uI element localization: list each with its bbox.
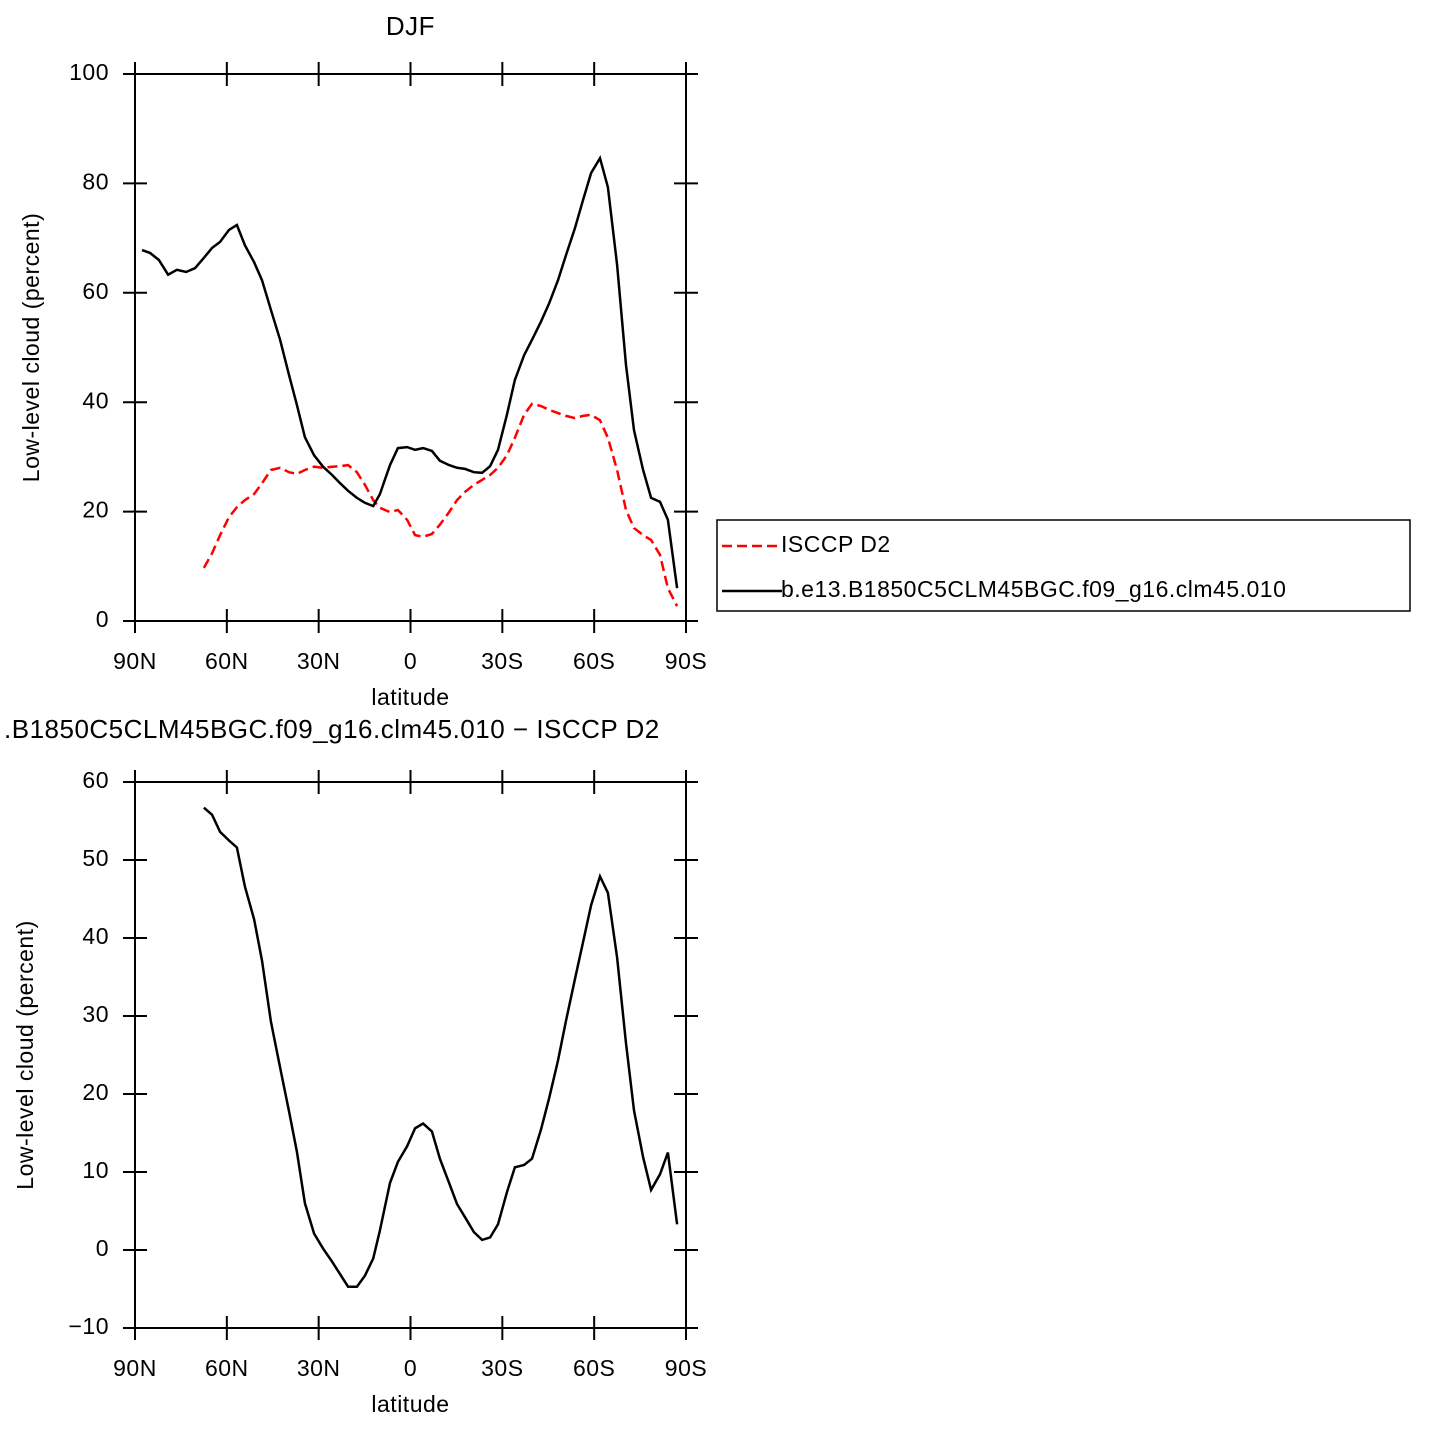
x-axis-label: latitude: [371, 1391, 449, 1417]
y-tick-label: 60: [82, 278, 109, 304]
y-tick-label: 0: [96, 1235, 109, 1261]
x-tick-label: 90S: [665, 648, 707, 674]
y-tick-label: 50: [82, 845, 109, 871]
x-tick-label: 30S: [481, 1355, 523, 1381]
y-tick-label: −10: [68, 1313, 109, 1339]
y-tick-label: 10: [82, 1157, 109, 1183]
data-line: [141, 155, 679, 589]
legend-box: [716, 519, 1411, 612]
y-tick-label: 30: [82, 1001, 109, 1027]
x-tick-label: 30S: [481, 648, 523, 674]
chart-title: .B1850C5CLM45BGC.f09_g16.clm45.010 − ISC…: [4, 714, 660, 744]
x-tick-label: 90S: [665, 1355, 707, 1381]
y-tick-label: 40: [82, 923, 109, 949]
x-tick-label: 90N: [113, 648, 157, 674]
y-tick-label: 100: [69, 59, 109, 85]
y-axis-label: Low-level cloud (percent): [18, 213, 44, 482]
x-tick-label: 90N: [113, 1355, 157, 1381]
x-tick-label: 0: [404, 648, 417, 674]
y-axis-label: Low-level cloud (percent): [12, 920, 38, 1189]
y-tick-label: 80: [82, 168, 109, 194]
y-tick-label: 40: [82, 387, 109, 413]
legend-label: b.e13.B1850C5CLM45BGC.f09_g16.clm45.010: [781, 576, 1286, 602]
x-tick-label: 60N: [205, 1355, 249, 1381]
x-tick-label: 0: [404, 1355, 417, 1381]
y-tick-label: 60: [82, 767, 109, 793]
x-tick-label: 30N: [297, 1355, 341, 1381]
data-line: [203, 806, 679, 1288]
x-tick-label: 60N: [205, 648, 249, 674]
x-tick-label: 30N: [297, 648, 341, 674]
plot-frame: [134, 781, 687, 1329]
y-tick-label: 20: [82, 497, 109, 523]
x-axis-label: latitude: [371, 684, 449, 710]
data-line: [202, 402, 679, 607]
y-tick-label: 0: [96, 606, 109, 632]
x-tick-label: 60S: [573, 1355, 615, 1381]
x-tick-label: 60S: [573, 648, 615, 674]
chart-title: DJF: [386, 11, 435, 41]
y-tick-label: 20: [82, 1079, 109, 1105]
legend-label: ISCCP D2: [781, 531, 891, 557]
